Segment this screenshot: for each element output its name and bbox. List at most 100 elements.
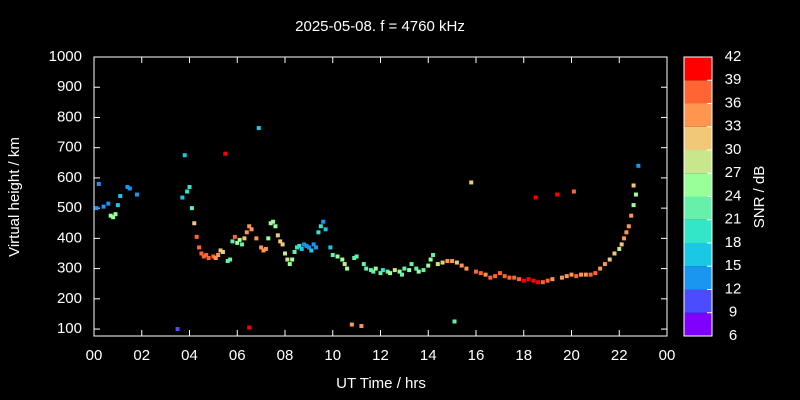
chart-title: 2025-05-08. f = 4760 kHz bbox=[295, 18, 465, 35]
point bbox=[512, 275, 517, 280]
point bbox=[201, 254, 206, 259]
point bbox=[240, 242, 245, 247]
point bbox=[330, 252, 335, 257]
colorbar-band bbox=[684, 57, 712, 81]
point bbox=[569, 272, 574, 277]
point bbox=[612, 251, 617, 256]
point bbox=[304, 243, 309, 248]
point bbox=[402, 266, 407, 271]
point bbox=[340, 257, 345, 262]
x-tick-label: 00 bbox=[86, 347, 103, 364]
point bbox=[223, 151, 228, 156]
point bbox=[247, 224, 252, 229]
point bbox=[550, 277, 555, 282]
colorbar-tick-label: 6 bbox=[729, 327, 737, 344]
point bbox=[414, 266, 419, 271]
x-tick-label: 16 bbox=[468, 347, 485, 364]
point bbox=[228, 257, 233, 262]
point bbox=[399, 272, 404, 277]
x-tick-label: 22 bbox=[611, 347, 628, 364]
colorbar-tick-label: 15 bbox=[725, 257, 742, 274]
point bbox=[631, 183, 636, 188]
point bbox=[278, 239, 283, 244]
colorbar-band bbox=[684, 103, 712, 127]
point bbox=[445, 259, 450, 264]
point bbox=[521, 278, 526, 283]
point bbox=[583, 272, 588, 277]
point bbox=[328, 245, 333, 250]
point bbox=[237, 237, 242, 242]
x-tick-label: 06 bbox=[229, 347, 246, 364]
plot-frame bbox=[93, 56, 668, 337]
point bbox=[290, 257, 295, 262]
point bbox=[309, 248, 314, 253]
point bbox=[450, 259, 455, 264]
point bbox=[125, 184, 130, 189]
colorbar-band bbox=[684, 126, 712, 150]
point bbox=[431, 252, 436, 257]
point bbox=[247, 325, 252, 330]
point bbox=[175, 327, 180, 332]
point bbox=[602, 262, 607, 267]
point bbox=[373, 266, 378, 271]
point bbox=[235, 240, 240, 245]
point bbox=[115, 203, 120, 208]
colorbar-tick-label: 30 bbox=[725, 141, 742, 158]
point bbox=[536, 280, 541, 285]
point bbox=[187, 184, 192, 189]
point bbox=[225, 259, 230, 264]
y-tick-label: 800 bbox=[57, 108, 82, 125]
point bbox=[232, 234, 237, 239]
y-tick-label: 100 bbox=[57, 320, 82, 337]
point bbox=[409, 262, 414, 267]
colorbar-band bbox=[684, 243, 712, 267]
colorbar-band bbox=[684, 219, 712, 243]
point bbox=[464, 266, 469, 271]
point bbox=[588, 272, 593, 277]
point bbox=[459, 263, 464, 268]
point bbox=[378, 271, 383, 276]
point bbox=[407, 268, 412, 273]
point bbox=[204, 252, 209, 257]
point bbox=[254, 236, 259, 241]
point bbox=[96, 181, 101, 186]
point bbox=[318, 224, 323, 229]
colorbar-tick-label: 9 bbox=[729, 304, 737, 321]
x-tick-label: 04 bbox=[181, 347, 198, 364]
point bbox=[631, 203, 636, 208]
y-tick-label: 600 bbox=[57, 169, 82, 186]
colorbar-tick-label: 18 bbox=[725, 234, 742, 251]
point bbox=[440, 260, 445, 265]
x-tick-label: 14 bbox=[420, 347, 437, 364]
point bbox=[242, 236, 247, 241]
point bbox=[271, 219, 276, 224]
y-axis-label: Virtual height / km bbox=[6, 137, 23, 257]
point bbox=[218, 248, 223, 253]
x-tick-label: 20 bbox=[563, 347, 580, 364]
colorbar-band bbox=[684, 266, 712, 290]
point bbox=[106, 201, 111, 206]
point bbox=[192, 221, 197, 226]
point bbox=[624, 230, 629, 235]
point bbox=[531, 278, 536, 283]
point bbox=[364, 266, 369, 271]
point bbox=[261, 248, 266, 253]
point bbox=[349, 322, 354, 327]
x-tick-label: 02 bbox=[133, 347, 150, 364]
point bbox=[249, 227, 254, 232]
point bbox=[189, 206, 194, 211]
point bbox=[211, 254, 216, 259]
colorbar-tick-label: 12 bbox=[725, 280, 742, 297]
point bbox=[502, 274, 507, 279]
colorbar-tick-label: 27 bbox=[725, 164, 742, 181]
point bbox=[416, 269, 421, 274]
point bbox=[426, 263, 431, 268]
point bbox=[273, 224, 278, 229]
colorbar-band bbox=[684, 312, 712, 336]
point bbox=[617, 246, 622, 251]
point bbox=[516, 277, 521, 282]
point bbox=[454, 260, 459, 265]
point bbox=[182, 153, 187, 158]
point bbox=[206, 256, 211, 261]
